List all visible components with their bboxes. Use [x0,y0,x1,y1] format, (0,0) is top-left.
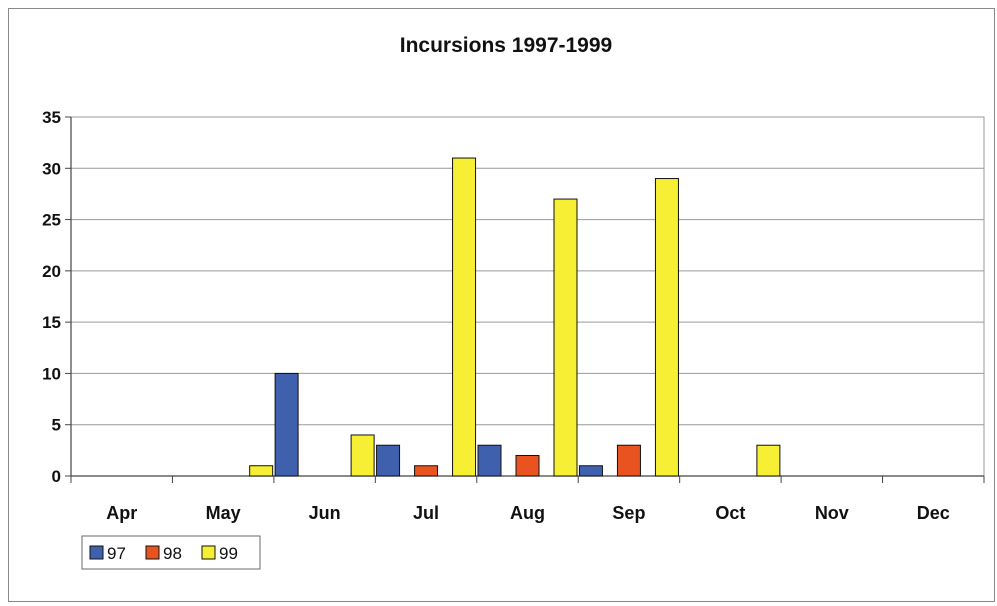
chart-title: Incursions 1997-1999 [400,34,612,57]
bar-97-aug [477,444,502,477]
legend-swatch-97 [89,545,104,560]
x-tick-label: Jun [309,503,341,523]
legend-label-97: 97 [107,544,126,563]
legend-swatch-99 [201,545,216,560]
bar-99-jun [350,434,375,477]
bar-99-sep [654,178,679,477]
y-tick-label: 35 [42,108,61,127]
bar-97-jul [376,444,401,477]
bar-97-jun [274,372,299,477]
x-tick-label: Jul [413,503,439,523]
x-tick-label: Sep [612,503,645,523]
bar-99-jul [452,157,477,477]
y-tick-label: 20 [42,262,61,281]
chart-svg: Incursions 1997-1999 0 5 10 15 20 25 30 35 Apr Ma… [42,34,985,570]
x-tick-label: Apr [106,503,137,523]
bar-99-may [249,465,274,477]
legend-label-99: 99 [219,544,238,563]
y-tick-label: 5 [52,416,61,435]
bar-98-aug [515,454,540,477]
x-tick-label: May [206,503,241,523]
y-tick-label: 10 [42,364,61,383]
bar-98-jul [414,465,439,477]
y-tick-label: 25 [42,211,61,230]
y-tick-label: 0 [52,467,61,486]
x-tick-label: Nov [815,503,849,523]
legend-swatch-98 [145,545,160,560]
bar-97-sep [578,465,603,477]
y-tick-label: 15 [42,313,61,332]
plot-area [70,116,985,477]
bar-99-aug [553,198,578,477]
bar-99-oct [756,444,781,477]
x-tick-label: Oct [715,503,745,523]
bar-98-sep [616,444,641,477]
legend-label-98: 98 [163,544,182,563]
x-tick-label: Aug [510,503,545,523]
y-tick-label: 30 [42,159,61,178]
legend-box [81,535,261,570]
chart-frame: Incursions 1997-1999 0 5 10 15 20 25 30 35 Apr Ma… [8,8,995,602]
x-tick-label: Dec [917,503,950,523]
